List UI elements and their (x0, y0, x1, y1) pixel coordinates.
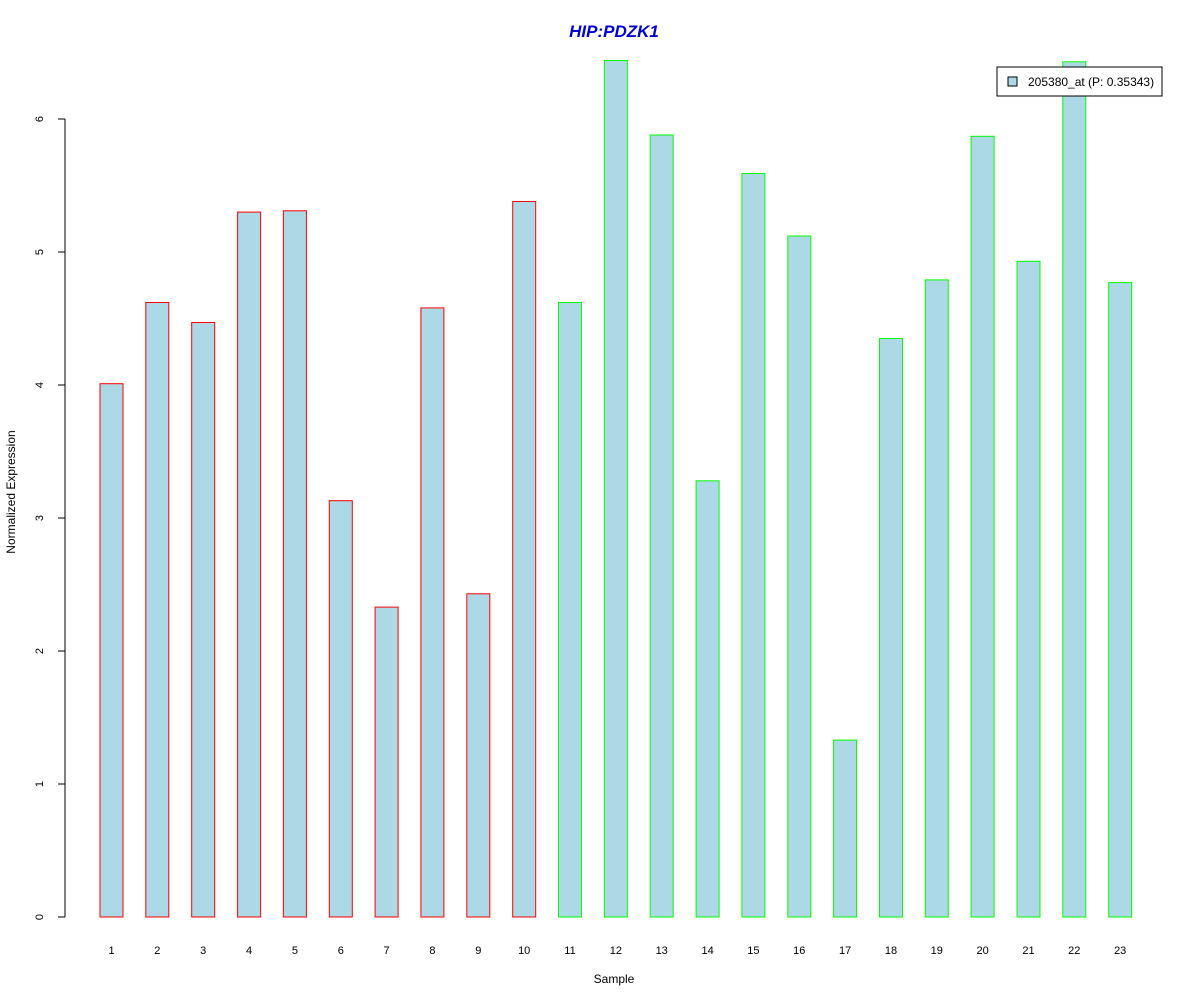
legend-box (996, 66, 1163, 97)
bar-sample-7 (374, 606, 399, 918)
x-tick-label: 19 (931, 945, 943, 957)
x-tick-label: 8 (429, 945, 435, 957)
bar-sample-5 (282, 210, 307, 918)
x-tick-label: 17 (839, 945, 851, 957)
y-tick-label: 2 (34, 648, 46, 654)
x-tick-label: 13 (656, 945, 668, 957)
x-tick-label: 3 (200, 945, 206, 957)
y-tick-label: 3 (34, 515, 46, 521)
y-axis-label: Normalized Expression (4, 430, 18, 553)
legend: 205380_at (P: 0.35343) (996, 66, 1163, 97)
bar-sample-1 (99, 383, 124, 918)
bars-layer (99, 60, 1133, 918)
x-tick-label: 15 (747, 945, 759, 957)
y-tick-label: 1 (34, 781, 46, 787)
x-tick-label: 14 (701, 945, 713, 957)
bar-sample-15 (741, 173, 766, 918)
bar-sample-9 (466, 593, 491, 918)
x-tick-label: 11 (564, 945, 575, 957)
x-tick-label: 20 (976, 945, 988, 957)
x-tick-label: 5 (292, 945, 298, 957)
x-axis-label: Sample (594, 972, 635, 986)
bar-sample-22 (1062, 61, 1087, 918)
x-tick-label: 21 (1022, 945, 1034, 957)
x-tick-label: 6 (338, 945, 344, 957)
bar-sample-12 (603, 60, 628, 918)
x-tick-label: 12 (610, 945, 622, 957)
bar-sample-21 (1016, 260, 1041, 918)
x-tick-label: 16 (793, 945, 805, 957)
chart-title: HIP:PDZK1 (569, 22, 659, 41)
bar-sample-17 (833, 739, 858, 918)
x-tick-label: 1 (108, 945, 114, 957)
bar-sample-19 (924, 279, 949, 918)
legend-label: 205380_at (P: 0.35343) (1028, 75, 1154, 89)
bar-sample-4 (237, 211, 262, 918)
bar-sample-3 (191, 322, 216, 918)
bar-sample-20 (970, 135, 995, 918)
x-axis-labels: 1 2 3 4 5 6 7 8 9 10 11 12 13 14 15 16 17 18 19 20 21 22 23 (108, 945, 1126, 957)
x-tick-label: 18 (885, 945, 897, 957)
legend-swatch (1007, 76, 1018, 87)
y-tick-label: 5 (34, 249, 46, 255)
y-axis: 0 1 2 3 4 5 6 (34, 116, 66, 920)
x-tick-label: 4 (246, 945, 252, 957)
bar-sample-10 (512, 201, 537, 918)
bar-sample-13 (649, 134, 674, 918)
x-tick-label: 22 (1068, 945, 1080, 957)
bar-sample-6 (328, 500, 353, 918)
x-tick-label: 2 (154, 945, 160, 957)
y-tick-label: 6 (34, 116, 46, 122)
bar-sample-23 (1108, 282, 1133, 918)
bar-sample-16 (787, 235, 812, 918)
x-tick-label: 7 (384, 945, 390, 957)
y-tick-label: 0 (34, 914, 46, 920)
x-tick-label: 9 (475, 945, 481, 957)
bar-sample-8 (420, 307, 445, 918)
x-tick-label: 10 (518, 945, 530, 957)
x-tick-label: 23 (1114, 945, 1126, 957)
y-tick-label: 4 (34, 382, 46, 388)
bar-sample-14 (695, 480, 720, 918)
bar-sample-2 (145, 302, 170, 918)
bar-sample-18 (879, 338, 903, 918)
bar-sample-11 (558, 302, 582, 918)
